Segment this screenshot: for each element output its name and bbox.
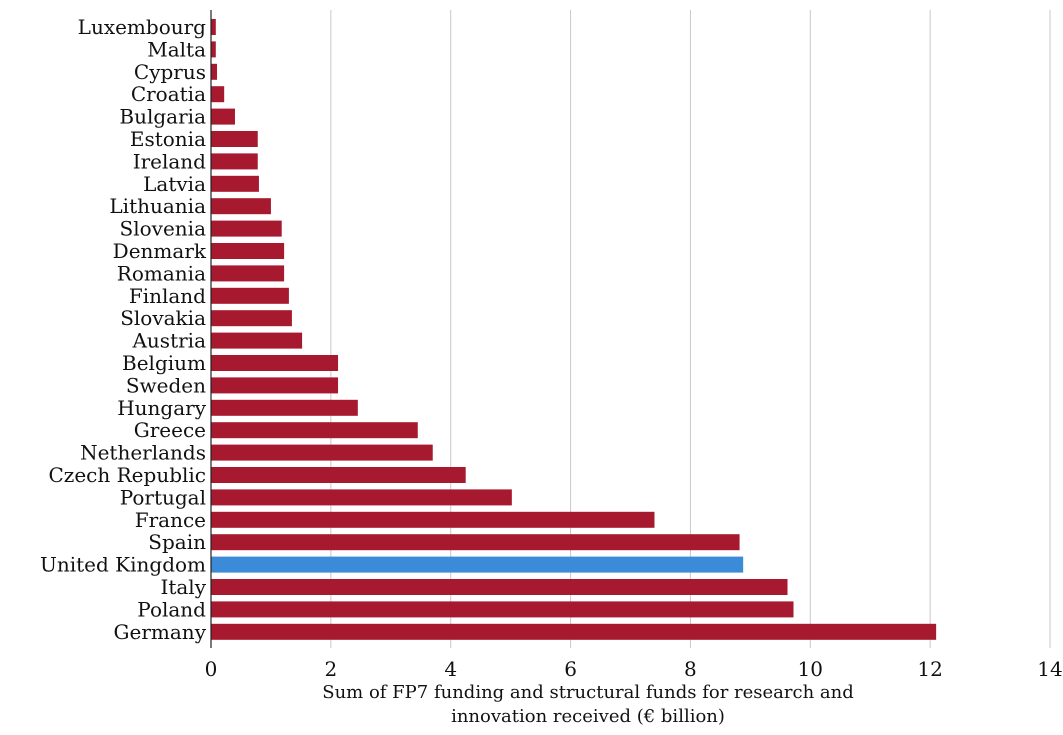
bar-luxembourg: [211, 19, 216, 35]
category-label: Latvia: [143, 172, 206, 196]
bar-croatia: [211, 86, 225, 103]
x-tick-label: 10: [798, 657, 823, 681]
bar-france: [211, 511, 655, 528]
category-label: Estonia: [130, 127, 206, 151]
bar-sweden: [211, 377, 339, 394]
category-label: Luxembourg: [78, 15, 207, 39]
bar-slovenia: [211, 220, 282, 237]
category-label: Austria: [131, 329, 206, 353]
category-label: Spain: [148, 530, 206, 554]
x-tick-label: 12: [917, 657, 942, 681]
category-label: Cyprus: [134, 60, 206, 84]
x-tick-label: 8: [684, 657, 697, 681]
category-label: Czech Republic: [49, 463, 207, 487]
category-label: Denmark: [113, 239, 207, 263]
bar-denmark: [211, 243, 285, 259]
category-label: United Kingdom: [40, 553, 206, 577]
category-label: Finland: [129, 284, 206, 308]
bar-netherlands: [211, 444, 433, 461]
category-label: Romania: [117, 261, 206, 285]
bar-finland: [211, 287, 289, 304]
category-label: Belgium: [122, 351, 206, 375]
bar-belgium: [211, 355, 339, 371]
category-label: Croatia: [131, 82, 206, 106]
bar-estonia: [211, 131, 258, 147]
category-label: Malta: [147, 37, 206, 61]
bar-bulgaria: [211, 108, 235, 125]
bar-slovakia: [211, 310, 292, 327]
bar-poland: [211, 601, 794, 618]
category-label: France: [135, 508, 206, 532]
category-label: Italy: [160, 575, 206, 599]
category-label: Germany: [114, 620, 207, 644]
bar-cyprus: [211, 63, 217, 80]
category-label: Slovakia: [120, 306, 206, 330]
x-tick-label: 6: [564, 657, 577, 681]
bar-spain: [211, 534, 740, 551]
bar-austria: [211, 332, 303, 349]
x-axis-title-line-2: innovation received (€ billion): [451, 706, 725, 727]
bar-germany: [211, 623, 937, 640]
x-tick-label: 0: [205, 657, 218, 681]
x-tick-label: 14: [1037, 657, 1062, 681]
category-label: Lithuania: [109, 194, 206, 218]
bar-romania: [211, 265, 285, 282]
category-label: Slovenia: [120, 217, 207, 241]
bar-czech-republic: [211, 467, 466, 483]
gridlines: [330, 10, 1051, 648]
bar-italy: [211, 579, 788, 595]
bars: [211, 19, 937, 640]
bar-malta: [211, 41, 216, 58]
bar-greece: [211, 422, 418, 439]
bar-latvia: [211, 175, 259, 192]
bar-ireland: [211, 153, 258, 170]
bar-united-kingdom: [211, 556, 744, 573]
category-label: Greece: [134, 418, 206, 442]
x-tick-label: 4: [444, 657, 457, 681]
category-label: Ireland: [133, 149, 206, 173]
x-tick-labels: 0 2 4 6 8 10 12 14: [205, 657, 1063, 681]
category-label: Bulgaria: [119, 105, 206, 129]
category-labels: LuxembourgMaltaCyprusCroatiaBulgariaEsto…: [40, 15, 207, 644]
bar-lithuania: [211, 198, 271, 215]
category-label: Hungary: [117, 396, 206, 420]
x-axis-title-line-1: Sum of FP7 funding and structural funds …: [322, 682, 854, 703]
category-label: Portugal: [120, 485, 206, 509]
x-tick-label: 2: [324, 657, 337, 681]
bar-hungary: [211, 399, 358, 416]
category-label: Netherlands: [80, 441, 206, 465]
bar-portugal: [211, 489, 512, 506]
category-label: Poland: [137, 597, 206, 621]
category-label: Sweden: [126, 373, 206, 397]
